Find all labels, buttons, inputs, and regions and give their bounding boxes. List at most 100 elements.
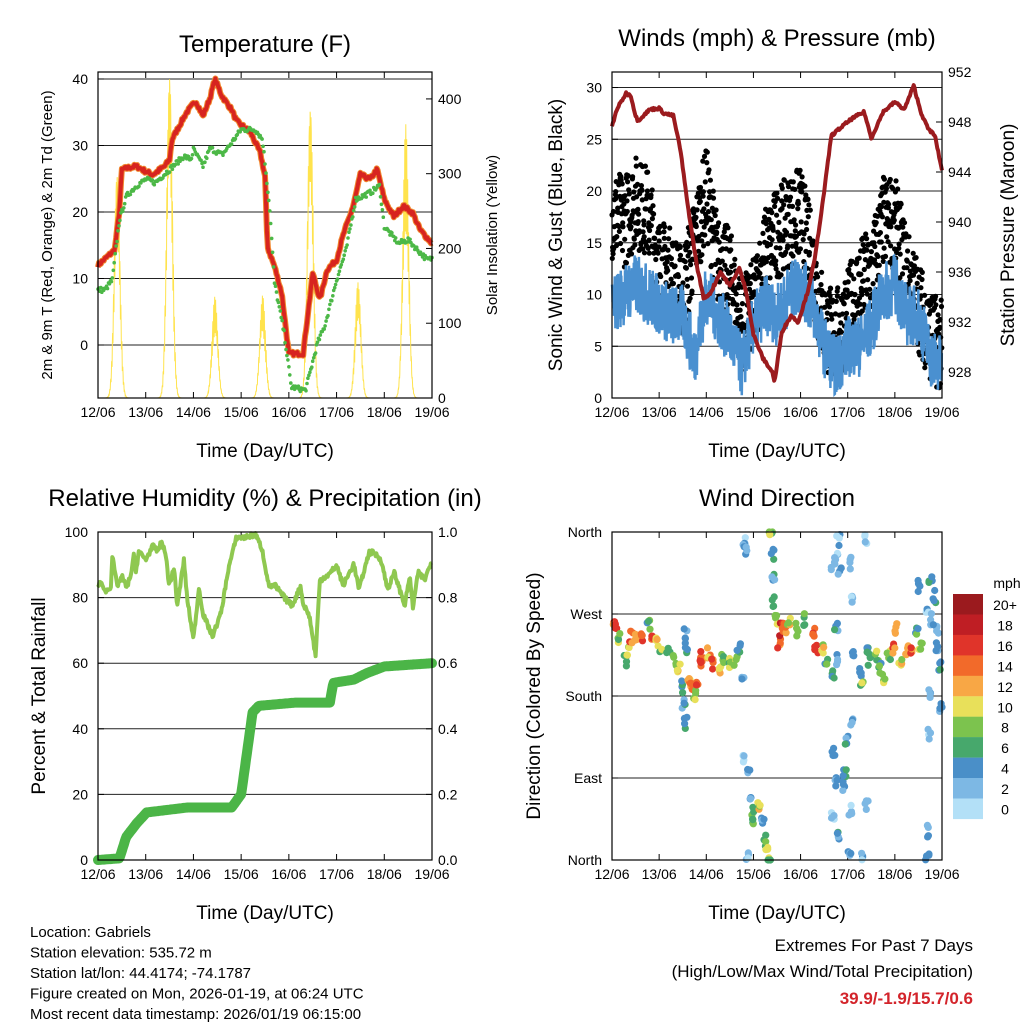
wind-direction-point: [784, 619, 793, 627]
y-tick-label: 15: [586, 235, 602, 251]
gust-point: [613, 242, 620, 249]
gust-point: [870, 281, 876, 287]
gust-point: [687, 295, 693, 301]
panel-4: 12/06 13/06 14/06 15/06 16/06 17/06 18/06 19/06…: [565, 524, 959, 882]
dewpoint-point: [276, 300, 281, 305]
dewpoint-point: [277, 305, 282, 309]
y-right-tick-label: 100: [438, 315, 462, 331]
dewpoint-point: [110, 276, 115, 280]
wind-direction-point: [760, 815, 768, 823]
gust-point: [615, 205, 621, 211]
gust-point: [619, 247, 626, 254]
x-tick-label: 16/06: [271, 404, 306, 420]
legend-label: 6: [1001, 740, 1009, 756]
gust-point: [859, 308, 865, 314]
gust-point: [864, 291, 871, 297]
dewpoint-point: [201, 165, 205, 169]
gust-point: [694, 207, 700, 213]
y-tick-label: 20: [72, 204, 88, 220]
wind-direction-point: [829, 667, 837, 675]
gust-point: [653, 256, 659, 263]
x-axis-title: Time (Day/UTC): [708, 903, 846, 924]
legend-swatch: [953, 696, 983, 717]
x-tick-label: 19/06: [414, 866, 449, 882]
wind-direction-point: [738, 675, 746, 683]
dewpoint-point: [280, 318, 285, 323]
gust-point: [639, 197, 645, 203]
gust-point: [665, 247, 671, 253]
gust-point: [719, 258, 725, 264]
dewpoint-point: [176, 162, 180, 166]
gust-point: [797, 246, 804, 252]
y-tick-label: 40: [72, 721, 88, 737]
gust-point: [881, 245, 887, 251]
legend-swatch: [953, 778, 983, 799]
gust-point: [666, 236, 672, 242]
dewpoint-point: [112, 260, 116, 265]
wind-direction-point: [697, 648, 705, 656]
gust-point: [871, 257, 878, 263]
gust-point: [857, 301, 863, 307]
wind-direction-point: [703, 644, 712, 652]
dewpoint-point: [307, 373, 311, 378]
gust-point: [919, 276, 925, 283]
dewpoint-point: [270, 250, 275, 255]
gust-point: [616, 228, 623, 234]
wind-direction-point: [692, 681, 701, 689]
gust-point: [697, 198, 703, 205]
gust-point: [712, 212, 718, 219]
gust-point: [632, 242, 638, 248]
wind-direction-point: [862, 805, 870, 814]
footer-location: Location: Gabriels: [30, 924, 151, 941]
gust-point: [699, 238, 705, 244]
wind-direction-point: [611, 624, 620, 632]
legend-swatch: [953, 737, 983, 758]
gust-point: [700, 193, 706, 199]
speed-legend: mph 20+ 18 16 14 12 10 8 6 4 2 0: [953, 575, 1021, 820]
gust-point: [806, 249, 813, 256]
gust-point: [787, 194, 794, 200]
wind-direction-point: [864, 661, 872, 669]
gust-point: [793, 222, 799, 228]
dewpoint-point: [121, 209, 125, 213]
y-right-tick-label: 300: [438, 166, 462, 182]
dewpoint-point: [328, 302, 332, 307]
wind-direction-point: [670, 653, 678, 661]
gust-point: [935, 312, 941, 318]
dewpoint-point: [377, 182, 382, 187]
gust-point: [933, 293, 939, 299]
dewpoint-point: [351, 208, 356, 213]
y-tick-label: South: [565, 688, 602, 704]
y-tick-label: 5: [594, 338, 602, 354]
gust-point: [806, 202, 812, 208]
gust-point: [705, 241, 711, 247]
dewpoint-point: [308, 370, 312, 375]
gust-point: [792, 228, 798, 234]
x-tick-label: 18/06: [877, 866, 912, 882]
wind-direction-point: [917, 645, 925, 653]
wind-direction-point: [849, 648, 857, 656]
y-tick-label: 60: [72, 655, 88, 671]
wind-direction-point: [646, 625, 654, 633]
wind-direction-point: [681, 720, 689, 728]
wind-direction-point: [892, 623, 900, 631]
y-tick-label: 100: [65, 524, 89, 540]
dewpoint-point: [336, 272, 341, 277]
gust-point: [838, 320, 844, 326]
wind-direction-point: [842, 734, 850, 742]
gust-point: [626, 187, 632, 193]
dewpoint-point: [368, 188, 372, 193]
gust-point: [683, 265, 690, 271]
gust-point: [727, 269, 734, 275]
gust-point: [767, 275, 773, 281]
gust-point: [640, 229, 646, 235]
legend-label: 2: [1001, 781, 1009, 797]
gust-point: [693, 223, 699, 230]
gust-point: [851, 316, 857, 322]
gust-point: [763, 221, 769, 227]
gust-point: [766, 216, 772, 222]
gust-point: [710, 188, 716, 194]
dewpoint-point: [343, 249, 348, 253]
wind-direction-point: [833, 829, 842, 837]
gust-point: [888, 224, 894, 230]
